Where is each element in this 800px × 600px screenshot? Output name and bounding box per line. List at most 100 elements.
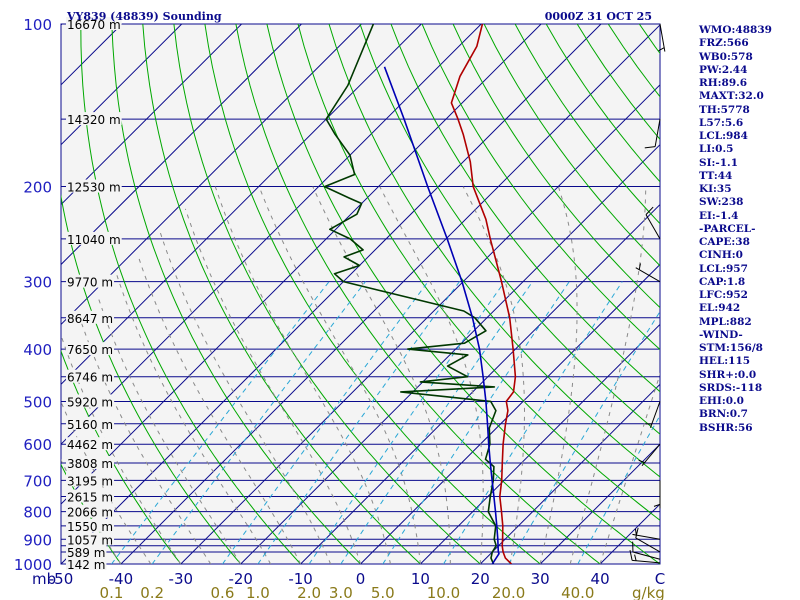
height-label-backdrop (66, 274, 115, 288)
index-line: PW:2.44 (699, 63, 748, 76)
mixing-ratio-line (382, 281, 570, 564)
wind-barb-shaft (654, 119, 661, 147)
wind-barb-flag (644, 146, 656, 149)
height-label-backdrop (66, 231, 122, 245)
height-label: 3195 m (67, 474, 113, 488)
index-line: SHR+:0.0 (699, 368, 757, 381)
index-line: CINH:0 (699, 249, 743, 262)
mixing-ratio-line (222, 281, 429, 564)
index-line: CAP:1.8 (699, 275, 746, 288)
isotherm-line (61, 24, 362, 326)
index-line: EI:-1.4 (699, 209, 739, 222)
wind-barb-half-flag (653, 503, 661, 507)
height-label-backdrop (66, 342, 115, 356)
temperature-trace (450, 24, 517, 564)
parcel-trace (383, 66, 500, 564)
wind-barb-half-flag (658, 47, 665, 52)
wind-barb (644, 119, 661, 149)
wind-barb (629, 550, 661, 564)
isotherm-line (420, 323, 660, 564)
wind-barb (645, 206, 661, 240)
mixing-ratio-line (151, 281, 366, 564)
wind-barb-shaft (649, 401, 661, 428)
index-line: STM:156/8 (699, 342, 763, 354)
pressure-label: 600 (23, 436, 52, 454)
isotherm-line (61, 24, 422, 386)
temperature-tick-label: C (655, 570, 665, 588)
index-line: -WIND- (699, 328, 743, 341)
mixing-ratio-label: 20.0 (492, 584, 525, 600)
isotherm-line (240, 143, 660, 564)
temperature-tick-label: -40 (109, 570, 134, 588)
temperature-tick-label: -10 (288, 570, 313, 588)
height-label-backdrop (66, 504, 115, 518)
isotherm-line (539, 443, 660, 564)
pressure-label: 800 (23, 504, 52, 522)
height-label: 1057 m (67, 533, 113, 547)
wind-barb-flag (635, 527, 639, 539)
mixing-ratio-label: 40.0 (561, 584, 594, 600)
height-label: 6746 m (67, 371, 113, 385)
wind-barb-shaft (632, 533, 661, 540)
pressure-label: 300 (23, 274, 52, 292)
isotherm-line (360, 263, 660, 564)
grid-layer (61, 24, 660, 564)
isotherm-line (479, 383, 660, 564)
wind-barbs (629, 23, 666, 564)
index-line: -PARCEL- (699, 222, 756, 235)
pressure-label: 500 (23, 393, 52, 411)
pressure-label: 900 (23, 531, 52, 549)
mixing-ratio-label: 10.0 (427, 584, 460, 600)
mixing-ratio-unit: g/kg (632, 584, 665, 600)
height-label: 589 m (67, 546, 105, 560)
moist-adiabat-line (258, 186, 421, 564)
wind-barb-shaft (635, 267, 661, 283)
index-line: WB0:578 (699, 50, 753, 63)
isotherm-line (300, 203, 660, 564)
wind-barb-shaft (632, 551, 661, 560)
mixing-ratio-label: 5.0 (371, 584, 395, 600)
moist-adiabat-line (115, 273, 272, 564)
height-label-backdrop (66, 310, 115, 324)
pressure-label: 100 (23, 16, 52, 34)
index-line: EL:942 (699, 302, 741, 315)
height-label: 16670 m (67, 18, 121, 32)
pressure-label: 400 (23, 341, 52, 359)
height-label-backdrop (66, 416, 115, 430)
wind-barb-half-flag (634, 528, 637, 536)
dry-adiabat-line (483, 24, 660, 267)
dry-adiabat-line (297, 24, 660, 521)
pressure-label: 200 (23, 179, 52, 197)
index-line: KI:35 (699, 183, 732, 195)
wind-barb-shaft (659, 23, 666, 52)
wind-barb (635, 527, 661, 553)
index-line: EHI:0.0 (699, 395, 744, 407)
height-label-backdrop (66, 544, 107, 558)
wind-barb-flag (629, 550, 633, 561)
index-line: BSHR:56 (699, 421, 753, 434)
height-label-backdrop (66, 518, 115, 532)
index-line: LCL:984 (699, 130, 748, 142)
dry-adiabat-line (111, 24, 361, 564)
index-line: MPL:882 (699, 315, 752, 328)
temperature-tick-label: 10 (411, 570, 430, 588)
height-label-backdrop (66, 369, 115, 383)
wind-barb-shaft (632, 559, 661, 564)
height-label-backdrop (66, 532, 115, 546)
moist-adiabat-line (97, 296, 242, 564)
height-label: 1550 m (67, 520, 113, 534)
height-label: 5160 m (67, 418, 113, 432)
wind-barb-flag (645, 206, 654, 215)
wind-barb (658, 23, 666, 52)
temperature-tick-label: -20 (228, 570, 253, 588)
wind-barb (632, 528, 661, 540)
height-label: 14320 m (67, 113, 121, 127)
height-label-backdrop (66, 473, 115, 487)
pressure-label: 1000 (14, 556, 52, 574)
index-line: TT:44 (699, 169, 733, 182)
mixing-ratio-line (111, 281, 330, 564)
dry-adiabat-line (142, 24, 421, 564)
index-line: BRN:0.7 (699, 408, 748, 421)
index-line: TH:5778 (699, 103, 750, 116)
